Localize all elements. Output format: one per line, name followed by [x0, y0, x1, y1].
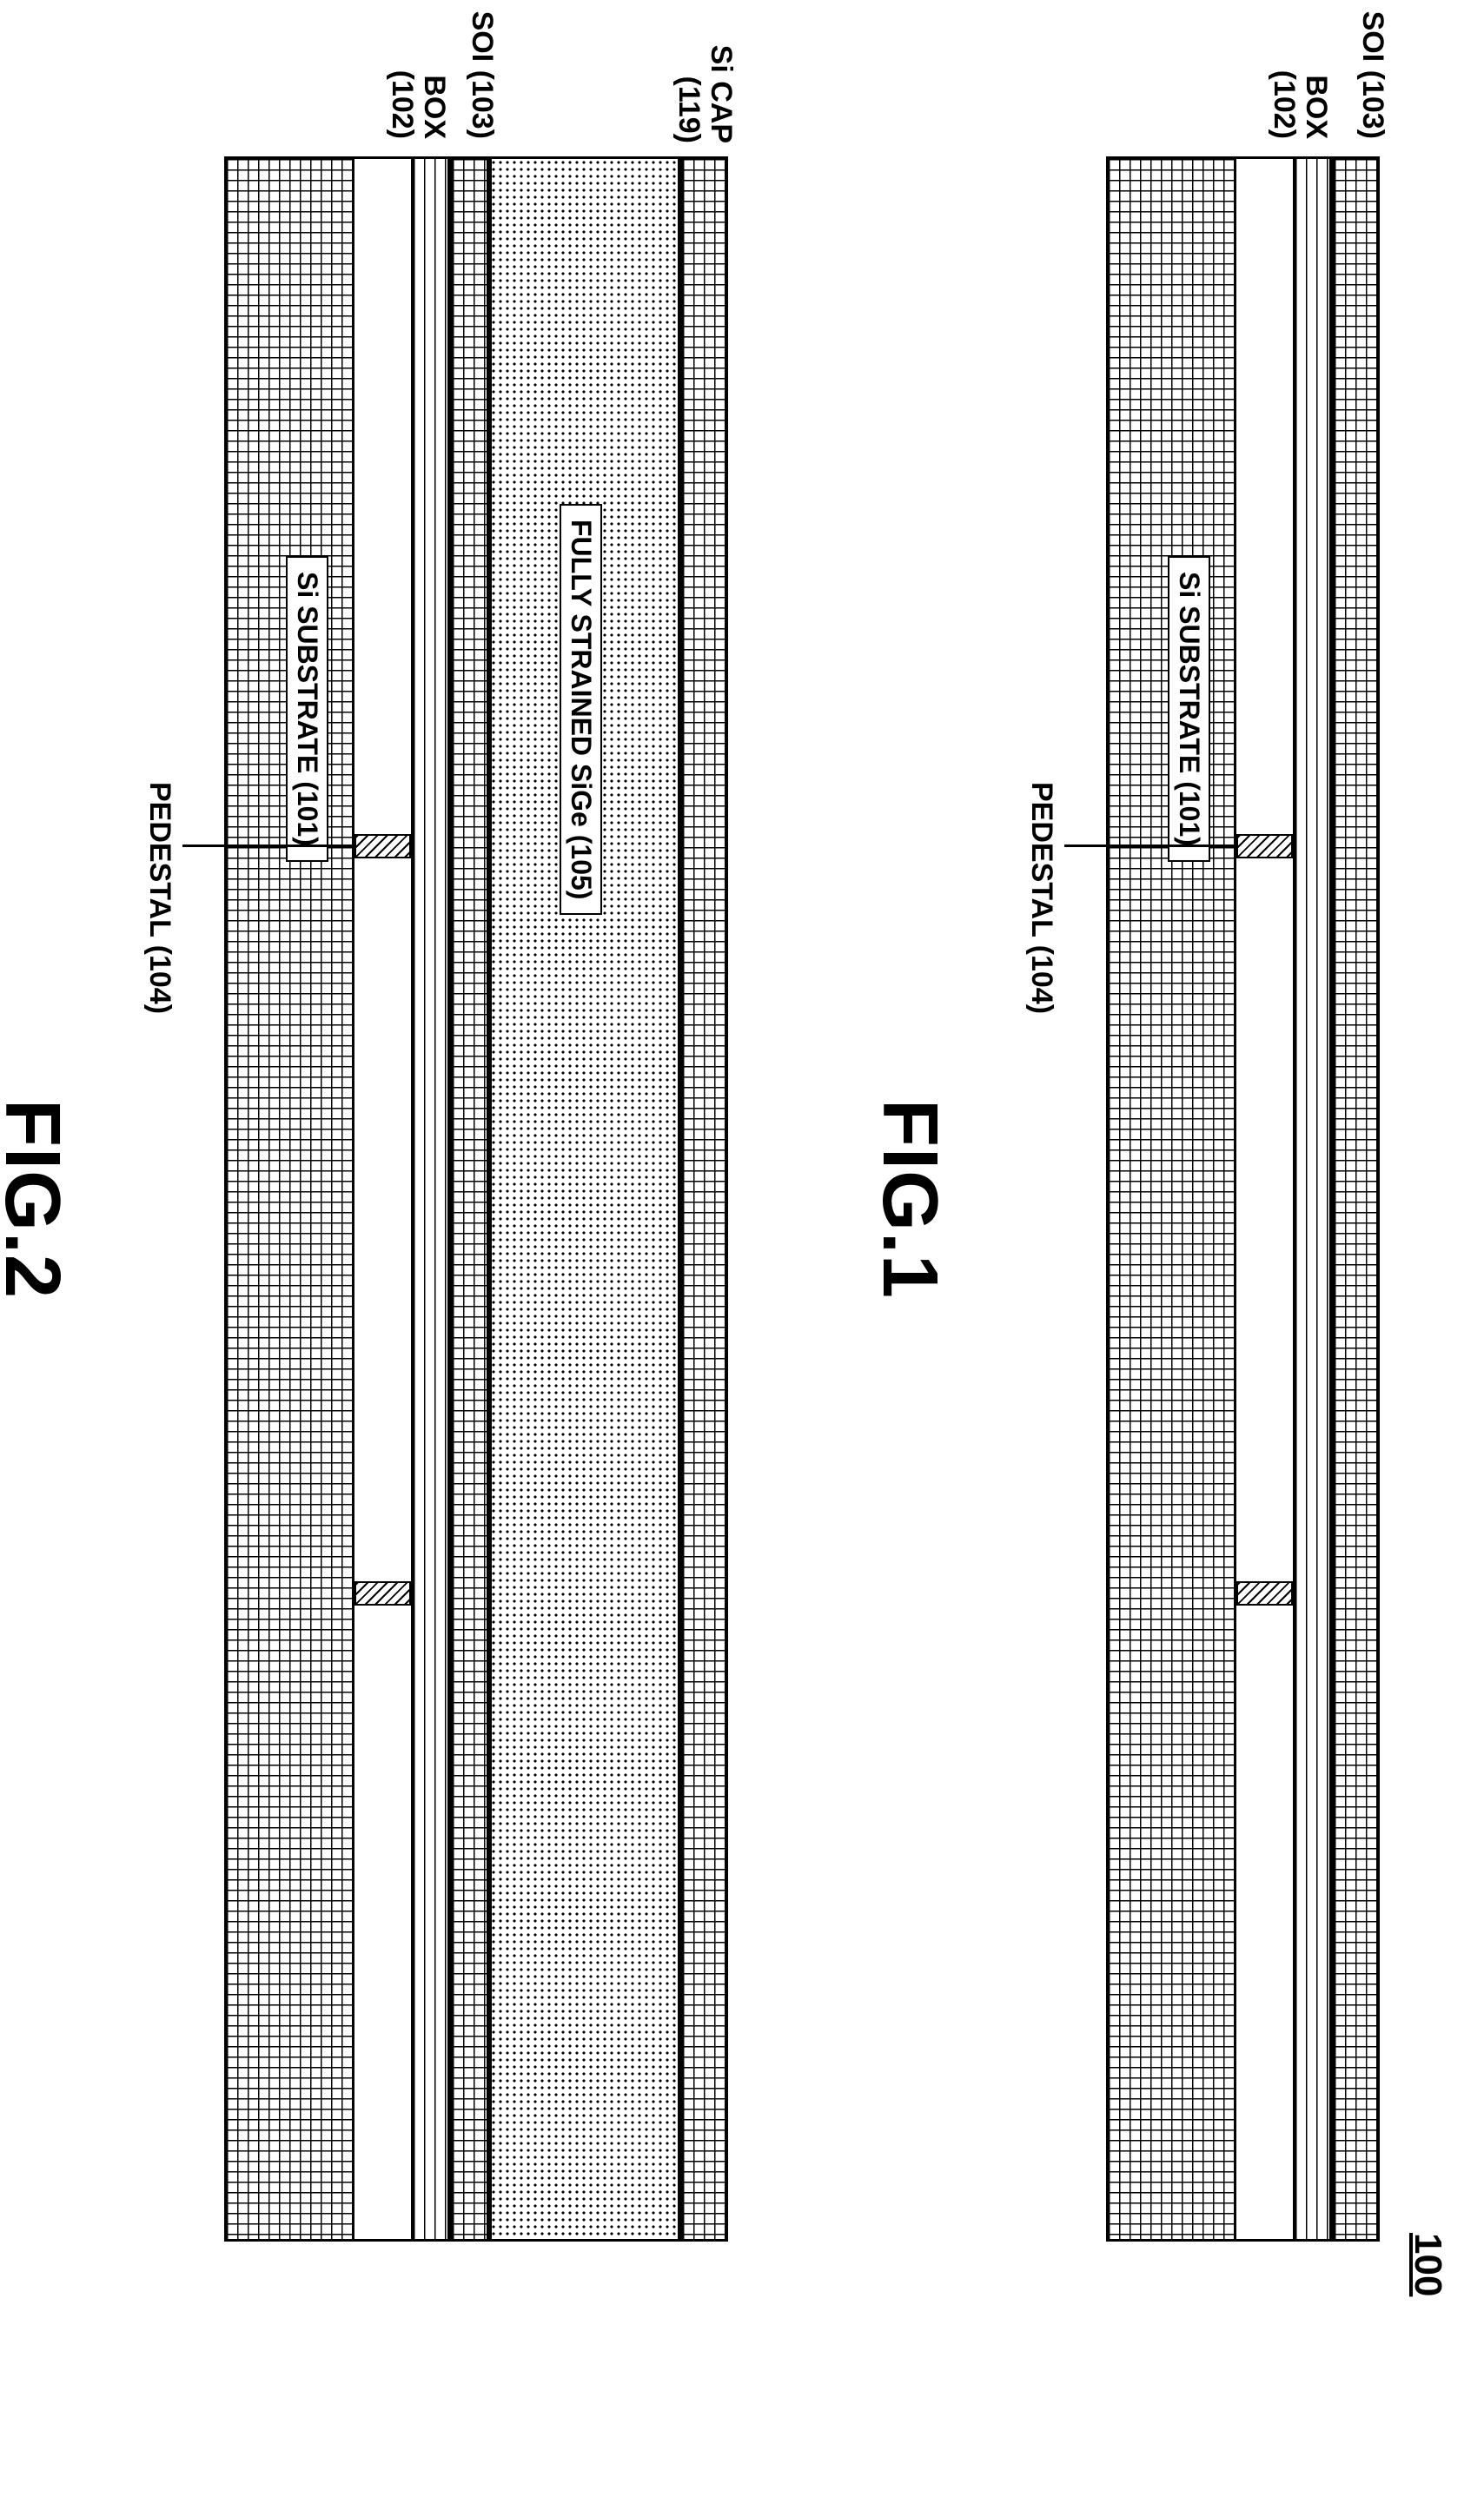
fig2-caption: FIG.2 [0, 156, 76, 2242]
layer-substrate [1106, 156, 1236, 2242]
layer-box [1293, 156, 1332, 2242]
layer-soi [1332, 156, 1380, 2242]
layer-soi-2 [450, 156, 489, 2242]
pedestal-2 [1236, 1581, 1293, 1606]
gap-region [1236, 156, 1293, 2242]
label-box-2: BOX (102) [385, 9, 450, 139]
layer-sige [489, 156, 680, 2242]
layer-sicap [680, 156, 728, 2242]
substrate-textbox-2: Si SUBSTRATE (101) [286, 556, 328, 862]
pedestal-leader-2 [182, 844, 356, 847]
layer-box-2 [411, 156, 450, 2242]
label-box: BOX (102) [1267, 9, 1332, 139]
pedestal-label: PEDESTAL (104) [1024, 782, 1058, 1014]
sige-textbox: FULLY STRAINED SiGe (105) [560, 504, 602, 915]
figure-reference: 100 [1406, 2233, 1449, 2296]
pedestal-leader [1064, 844, 1238, 847]
gap-region-2 [354, 156, 411, 2242]
layer-substrate-2 [224, 156, 354, 2242]
fig1-caption: FIG.1 [865, 156, 954, 2242]
pedestal-1 [1236, 834, 1293, 858]
label-soi: SOI (103) [1356, 9, 1388, 139]
substrate-textbox: Si SUBSTRATE (101) [1168, 556, 1210, 862]
pedestal-label-2: PEDESTAL (104) [142, 782, 176, 1014]
pedestal-2b [354, 1581, 411, 1606]
label-soi-2: SOI (103) [466, 9, 498, 139]
pedestal-1b [354, 834, 411, 858]
label-sicap: Si CAP (119) [672, 0, 737, 143]
